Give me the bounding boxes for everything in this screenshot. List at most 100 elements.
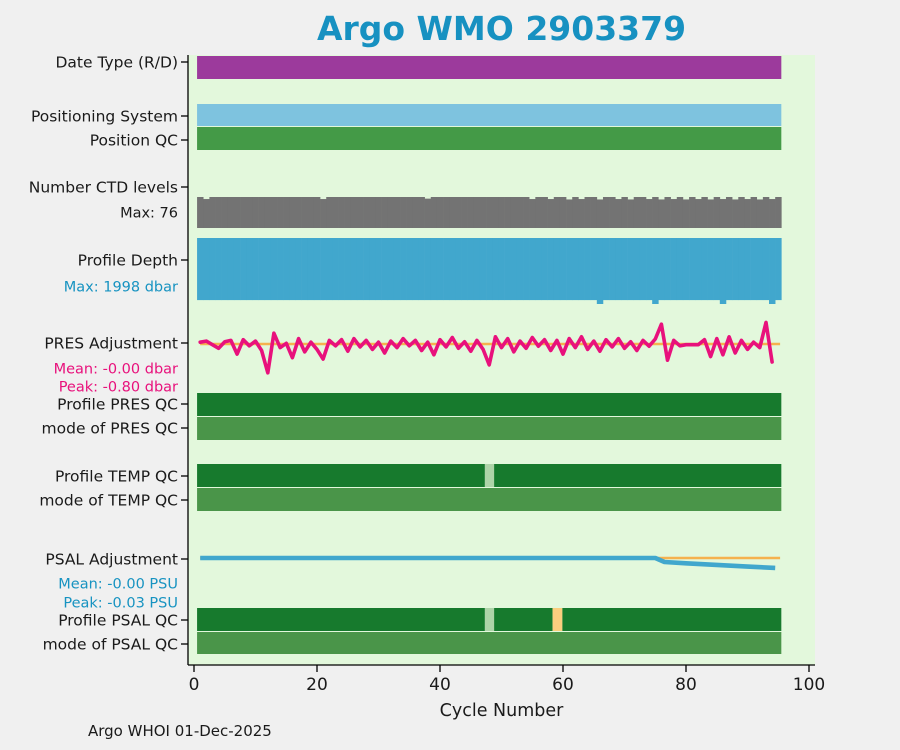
ctd-levels-bar	[590, 197, 598, 228]
profile-depth-bar	[529, 238, 536, 301]
footer-annotation: Argo WHOI 01-Dec-2025	[88, 722, 272, 740]
profile-depth-bar	[633, 238, 641, 301]
ctd-levels-bar	[646, 199, 653, 228]
mode-psal-qc-bar	[197, 632, 782, 654]
positioning-system-bar	[197, 104, 782, 126]
x-tick-label: 40	[429, 675, 451, 695]
ctd-levels-bar	[664, 197, 671, 228]
ctd-levels-bar	[486, 197, 493, 228]
profile-depth-bar	[344, 238, 352, 301]
ctd-levels-bar	[541, 197, 548, 228]
profile-depth-bar	[689, 238, 696, 301]
ctd-levels-bar	[313, 197, 321, 228]
profile-depth-bar	[486, 238, 493, 301]
profile-depth-bar	[498, 238, 505, 301]
ctd-levels-bar	[498, 197, 505, 228]
ctd-levels-bar	[701, 197, 708, 228]
ctd-levels-bar	[566, 199, 573, 228]
row-label: Profile PRES QC	[57, 396, 178, 414]
profile-depth-bar	[307, 238, 315, 301]
row-label: Date Type (R/D)	[55, 54, 178, 72]
ctd-levels-bar	[301, 197, 309, 228]
profile-depth-bar	[301, 238, 309, 301]
profile-depth-bar	[258, 238, 266, 301]
ctd-levels-bar	[289, 197, 296, 228]
ctd-levels-bar	[516, 197, 524, 228]
profile-depth-bar	[559, 238, 567, 301]
ctd-levels-bar	[529, 199, 536, 228]
ctd-levels-bar	[750, 197, 758, 228]
ctd-levels-bar	[197, 197, 204, 228]
profile-depth-bar	[547, 238, 555, 301]
ctd-levels-bar	[215, 197, 222, 228]
ctd-levels-bar	[473, 197, 481, 228]
profile-depth-bar	[295, 238, 302, 301]
x-tick-label: 0	[189, 675, 200, 695]
row-label: Peak: -0.80 dbar	[59, 380, 178, 396]
ctd-levels-bar	[461, 197, 468, 228]
page-title: Argo WMO 2903379	[316, 9, 687, 48]
row-label: Profile Depth	[78, 252, 178, 270]
row-label: Mean: -0.00 PSU	[58, 577, 178, 593]
profile-depth-bar	[209, 238, 216, 301]
ctd-levels-bar	[652, 197, 659, 228]
ctd-levels-bar	[449, 197, 456, 228]
profile-depth-bar	[350, 238, 358, 301]
profile-depth-bar	[369, 238, 376, 301]
profile-depth-bar	[664, 238, 671, 301]
ctd-levels-bar	[479, 197, 487, 228]
profile-psal-qc-bar	[562, 608, 782, 631]
profile-depth-bar	[455, 238, 462, 301]
ctd-levels-bar	[430, 197, 438, 228]
profile-depth-bar	[313, 238, 321, 301]
ctd-levels-bar	[676, 197, 684, 228]
profile-depth-bar	[670, 238, 678, 301]
profile-depth-bar	[769, 238, 776, 304]
ctd-levels-bar	[258, 197, 266, 228]
profile-depth-bar	[738, 238, 745, 301]
psal-adjustment-line	[200, 555, 776, 571]
profile-depth-bar	[510, 238, 518, 301]
ctd-levels-bar	[307, 197, 315, 228]
profile-depth-bar	[701, 238, 708, 301]
ctd-levels-bar	[682, 199, 690, 228]
profile-depth-bar	[283, 238, 290, 301]
row-label: Profile PSAL QC	[58, 612, 178, 630]
profile-depth-bar	[381, 238, 389, 301]
profile-pres-qc-bar	[197, 393, 782, 416]
ctd-levels-bar	[609, 197, 616, 228]
profile-depth-bar	[479, 238, 487, 301]
ctd-levels-bar	[227, 197, 235, 228]
profile-depth-bar	[725, 238, 733, 301]
ctd-levels-bar	[221, 197, 229, 228]
profile-depth-bar	[541, 238, 548, 301]
profile-psal-qc-bar	[197, 608, 485, 631]
x-tick-label: 60	[552, 675, 574, 695]
row-label: Number CTD levels	[29, 179, 178, 197]
profile-depth-bar	[264, 238, 272, 301]
ctd-levels-bar	[246, 197, 253, 228]
ctd-levels-bar	[338, 197, 345, 228]
profile-depth-bar	[621, 238, 628, 301]
profile-depth-bar	[744, 238, 751, 301]
profile-depth-bar	[762, 238, 770, 301]
profile-depth-bar	[461, 238, 468, 301]
profile-depth-bar	[424, 238, 432, 301]
profile-depth-bar	[639, 238, 647, 301]
ctd-levels-bar	[670, 199, 678, 228]
row-label: Max: 1998 dbar	[64, 280, 178, 296]
profile-depth-bar	[615, 238, 622, 301]
ctd-levels-bar	[209, 197, 216, 228]
ctd-levels-bar	[369, 197, 376, 228]
profile-psal-qc-bar	[494, 608, 553, 631]
profile-depth-bar	[602, 238, 610, 301]
profile-depth-bar	[270, 238, 278, 301]
profile-depth-bar	[566, 238, 573, 301]
ctd-levels-bar	[584, 197, 591, 228]
ctd-levels-bar	[332, 197, 339, 228]
pres-adjustment-line	[198, 320, 774, 375]
ctd-levels-bar	[775, 197, 782, 228]
position-qc-bar	[197, 127, 782, 150]
profile-depth-bar	[516, 238, 524, 301]
